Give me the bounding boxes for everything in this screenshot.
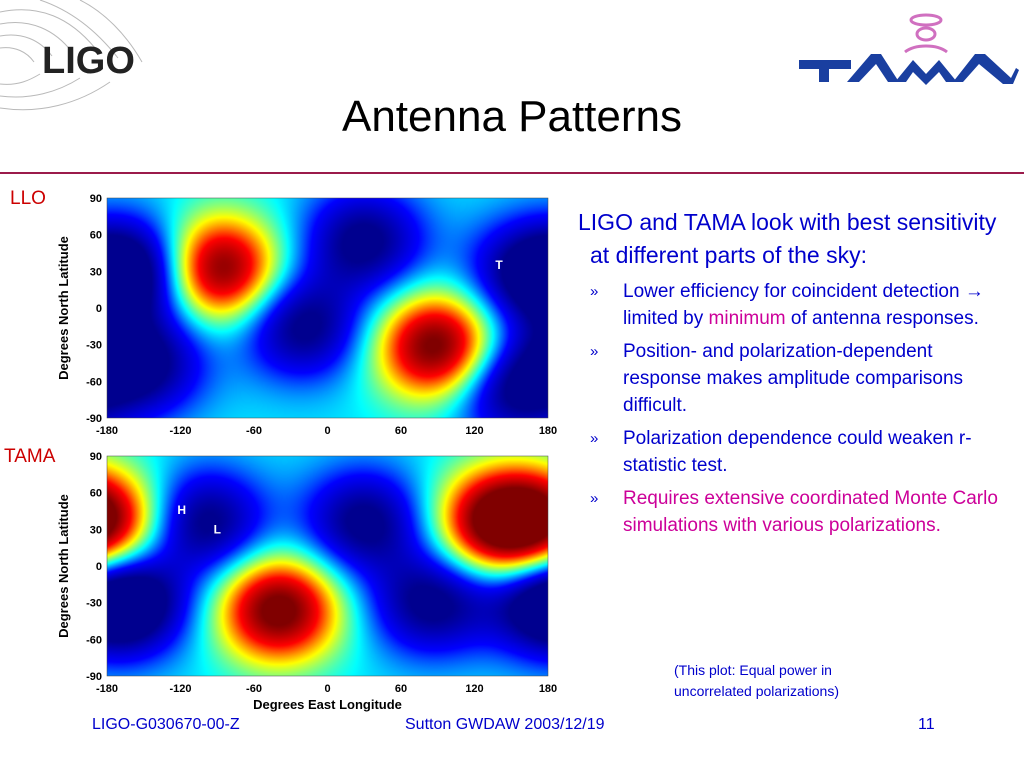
x-axis-label: Degrees East Longitude bbox=[253, 697, 402, 712]
bullet-mark: » bbox=[590, 430, 599, 447]
bullet-mark: » bbox=[590, 283, 599, 300]
ligo-logo: LIGO bbox=[0, 0, 143, 111]
y-tick-label: -30 bbox=[86, 598, 102, 610]
footer-document-id: LIGO-G030670-00-Z bbox=[92, 716, 240, 733]
y-tick-label: -60 bbox=[86, 634, 102, 646]
x-tick-label: 0 bbox=[324, 425, 330, 437]
x-tick-label: -120 bbox=[169, 425, 191, 437]
x-tick-label: 60 bbox=[395, 683, 407, 695]
footer-author-date: Sutton GWDAW 2003/12/19 bbox=[405, 716, 605, 733]
bullet-item: » Lower efficiency for coincident detect… bbox=[568, 278, 1008, 332]
bullet-item: » Polarization dependence could weaken r… bbox=[568, 425, 1008, 479]
detector-marker: H bbox=[177, 503, 186, 517]
y-tick-label: -60 bbox=[86, 376, 102, 388]
y-tick-label: 60 bbox=[90, 488, 102, 500]
ligo-logo-text: LIGO bbox=[42, 40, 135, 82]
y-axis-label: Degrees North Latitude bbox=[56, 494, 71, 638]
bullet1-text-b: limited by bbox=[623, 308, 709, 329]
intro-text: LIGO and TAMA look with best sensitivity… bbox=[578, 209, 997, 268]
y-tick-label: 60 bbox=[90, 230, 102, 242]
x-tick-label: 180 bbox=[539, 425, 557, 437]
x-tick-label: 120 bbox=[465, 425, 483, 437]
bullet3-text: Polarization dependence could weaken r-s… bbox=[623, 428, 972, 476]
x-tick-label: -180 bbox=[96, 425, 118, 437]
plot-note-line2: uncorrelated polarizations) bbox=[674, 683, 839, 699]
x-tick-label: 0 bbox=[324, 683, 330, 695]
llo-panel-label: LLO bbox=[10, 188, 46, 209]
llo-chart-axes: 90 60 30 0 -30 -60 -90-180 -120 -60 0 60 120 180 Degr… bbox=[56, 193, 557, 437]
y-axis-label: Degrees North Latitude bbox=[56, 236, 71, 380]
slide-title: Antenna Patterns bbox=[341, 92, 682, 141]
bullet-mark: » bbox=[590, 343, 599, 360]
title-divider bbox=[0, 172, 1024, 174]
x-tick-label: 60 bbox=[395, 425, 407, 437]
y-tick-label: -30 bbox=[86, 340, 102, 352]
y-tick-label: 90 bbox=[90, 451, 102, 463]
x-tick-label: -120 bbox=[169, 683, 191, 695]
llo-antenna-heatmap bbox=[107, 198, 548, 418]
bullet2-text: Position- and polarization-dependent res… bbox=[623, 341, 964, 416]
x-tick-label: -60 bbox=[246, 425, 262, 437]
y-tick-label: 30 bbox=[90, 266, 102, 278]
detector-marker: L bbox=[214, 522, 221, 536]
x-tick-label: -60 bbox=[246, 683, 262, 695]
tama-logo bbox=[799, 13, 1019, 85]
y-tick-label: 0 bbox=[96, 561, 102, 573]
bullet4-text: Requires extensive coordinated Monte Car… bbox=[623, 488, 998, 536]
bullet1-text-a: Lower efficiency for coincident detectio… bbox=[623, 281, 965, 302]
bullet-item: » Position- and polarization-dependent r… bbox=[568, 338, 1008, 419]
plot-note-line1: (This plot: Equal power in bbox=[674, 662, 832, 678]
detector-marker: T bbox=[495, 258, 503, 272]
bullet-item: » Requires extensive coordinated Monte C… bbox=[568, 485, 1008, 539]
plot-frame bbox=[106, 197, 549, 419]
y-tick-label: 0 bbox=[96, 303, 102, 315]
plot-note: (This plot: Equal power in uncorrelated … bbox=[674, 660, 839, 702]
y-tick-label: 90 bbox=[90, 193, 102, 205]
x-tick-label: -180 bbox=[96, 683, 118, 695]
plot-frame bbox=[106, 455, 549, 677]
bullet1-highlight: minimum bbox=[708, 308, 786, 329]
tama-chart-axes: 90 60 30 0 -30 -60 -90-180 -120 -60 0 60 120 180 Degr… bbox=[56, 451, 557, 712]
bullet-mark: » bbox=[590, 490, 599, 507]
tama-panel-label: TAMA bbox=[4, 446, 56, 467]
tama-antenna-heatmap bbox=[107, 456, 548, 676]
x-tick-label: 180 bbox=[539, 683, 557, 695]
y-tick-label: 30 bbox=[90, 524, 102, 536]
bullet1-arrow: → bbox=[964, 281, 984, 302]
bullet1-text-c: of antenna responses. bbox=[785, 308, 979, 329]
footer-slide-number: 11 bbox=[918, 716, 935, 733]
y-tick-label: -90 bbox=[86, 413, 102, 425]
x-tick-label: 120 bbox=[465, 683, 483, 695]
y-tick-label: -90 bbox=[86, 671, 102, 683]
text-block: LIGO and TAMA look with best sensitivity… bbox=[568, 206, 1008, 545]
